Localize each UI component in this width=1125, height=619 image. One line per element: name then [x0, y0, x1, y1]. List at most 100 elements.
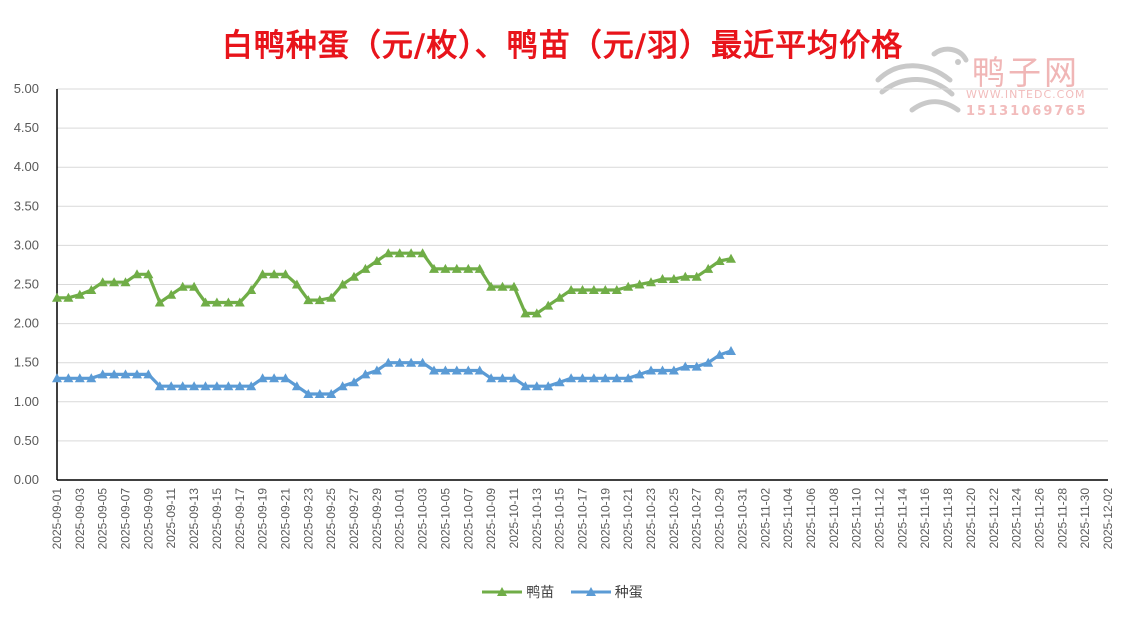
data-point[interactable]: [349, 377, 359, 387]
data-point[interactable]: [200, 381, 211, 391]
data-point[interactable]: [451, 263, 462, 273]
data-point[interactable]: [588, 285, 599, 294]
data-point[interactable]: [611, 285, 622, 294]
data-point[interactable]: [211, 297, 222, 307]
data-point[interactable]: [280, 269, 291, 279]
data-point[interactable]: [543, 381, 554, 391]
data-point[interactable]: [314, 389, 325, 398]
data-point[interactable]: [326, 292, 337, 302]
data-point[interactable]: [86, 373, 97, 383]
data-point[interactable]: [554, 377, 565, 387]
data-point[interactable]: [177, 281, 188, 291]
data-point[interactable]: [97, 277, 108, 287]
legend-item-duckling[interactable]: 鸭苗: [482, 582, 554, 602]
data-point[interactable]: [246, 285, 257, 294]
data-point[interactable]: [520, 308, 531, 318]
data-point[interactable]: [154, 381, 165, 391]
legend-item-egg[interactable]: 种蛋: [570, 582, 643, 602]
data-point[interactable]: [486, 281, 497, 291]
data-point[interactable]: [371, 365, 382, 375]
data-point[interactable]: [280, 373, 291, 383]
data-point[interactable]: [143, 269, 154, 279]
data-point[interactable]: [588, 373, 599, 383]
data-point[interactable]: [703, 357, 714, 367]
data-point[interactable]: [211, 381, 222, 391]
data-point[interactable]: [531, 308, 542, 318]
data-point[interactable]: [74, 373, 85, 383]
data-point[interactable]: [577, 373, 588, 383]
data-point[interactable]: [52, 373, 62, 383]
data-point[interactable]: [429, 365, 439, 375]
data-point[interactable]: [189, 281, 200, 291]
data-point[interactable]: [531, 381, 542, 391]
data-point[interactable]: [691, 271, 702, 281]
data-point[interactable]: [463, 365, 474, 375]
data-point[interactable]: [223, 381, 234, 391]
data-point[interactable]: [337, 279, 348, 289]
data-point[interactable]: [234, 381, 245, 391]
data-point[interactable]: [463, 263, 474, 273]
data-point[interactable]: [451, 365, 462, 375]
data-point[interactable]: [554, 292, 565, 302]
data-point[interactable]: [623, 373, 634, 383]
data-point[interactable]: [337, 381, 348, 391]
data-point[interactable]: [269, 373, 280, 383]
data-point[interactable]: [646, 365, 656, 375]
data-point[interactable]: [726, 346, 736, 355]
data-point[interactable]: [394, 357, 405, 367]
data-point[interactable]: [406, 248, 417, 258]
data-point[interactable]: [120, 277, 131, 287]
data-point[interactable]: [132, 369, 142, 379]
data-point[interactable]: [680, 271, 691, 281]
data-point[interactable]: [646, 277, 656, 287]
data-point[interactable]: [680, 361, 691, 371]
data-point[interactable]: [143, 369, 154, 379]
data-point[interactable]: [109, 277, 120, 287]
data-point[interactable]: [109, 369, 120, 379]
data-point[interactable]: [314, 295, 325, 305]
data-point[interactable]: [634, 279, 645, 289]
data-point[interactable]: [394, 248, 405, 258]
data-point[interactable]: [349, 271, 359, 281]
data-point[interactable]: [86, 285, 97, 294]
data-point[interactable]: [691, 361, 702, 371]
data-point[interactable]: [257, 373, 268, 383]
data-point[interactable]: [566, 373, 577, 383]
data-point[interactable]: [383, 357, 394, 367]
data-point[interactable]: [714, 349, 725, 359]
data-point[interactable]: [63, 373, 74, 383]
data-point[interactable]: [291, 381, 302, 391]
data-point[interactable]: [154, 297, 165, 307]
data-point[interactable]: [189, 381, 200, 391]
data-point[interactable]: [269, 269, 280, 279]
data-point[interactable]: [726, 253, 736, 263]
data-point[interactable]: [177, 381, 188, 391]
data-point[interactable]: [417, 357, 428, 367]
data-point[interactable]: [74, 289, 85, 299]
data-point[interactable]: [166, 289, 177, 299]
data-point[interactable]: [166, 381, 177, 391]
data-point[interactable]: [600, 373, 611, 383]
data-point[interactable]: [440, 365, 451, 375]
data-point[interactable]: [257, 269, 268, 279]
data-point[interactable]: [497, 373, 508, 383]
data-point[interactable]: [303, 295, 314, 305]
data-point[interactable]: [474, 365, 485, 375]
data-point[interactable]: [623, 281, 634, 291]
data-point[interactable]: [509, 281, 519, 291]
data-point[interactable]: [474, 263, 485, 273]
data-point[interactable]: [703, 263, 714, 273]
data-point[interactable]: [543, 300, 554, 310]
data-point[interactable]: [611, 373, 622, 383]
data-point[interactable]: [223, 297, 234, 307]
data-point[interactable]: [383, 248, 394, 258]
data-point[interactable]: [63, 292, 74, 302]
data-point[interactable]: [509, 373, 519, 383]
data-point[interactable]: [657, 274, 668, 283]
data-point[interactable]: [600, 285, 611, 294]
data-point[interactable]: [326, 389, 337, 398]
data-point[interactable]: [668, 365, 679, 375]
data-point[interactable]: [520, 381, 531, 391]
data-point[interactable]: [97, 369, 108, 379]
data-point[interactable]: [132, 269, 142, 279]
